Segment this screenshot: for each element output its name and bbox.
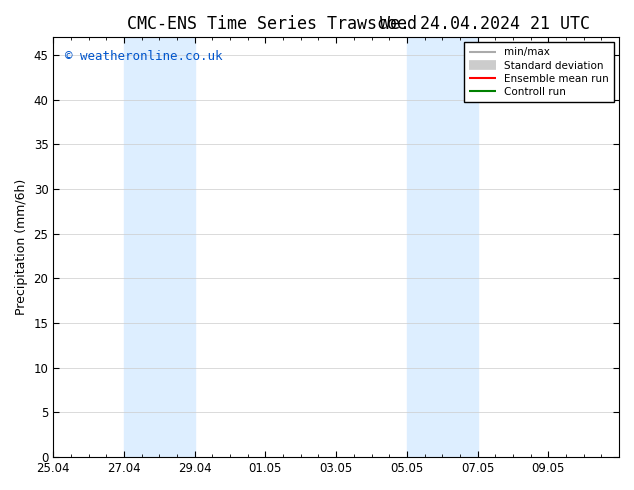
Y-axis label: Precipitation (mm/6h): Precipitation (mm/6h) [15, 179, 28, 315]
Legend: min/max, Standard deviation, Ensemble mean run, Controll run: min/max, Standard deviation, Ensemble me… [464, 42, 614, 102]
Bar [407, 37, 477, 457]
Bar [124, 37, 195, 457]
Text: CMC-ENS Time Series Trawscoed: CMC-ENS Time Series Trawscoed [127, 15, 417, 33]
Text: We. 24.04.2024 21 UTC: We. 24.04.2024 21 UTC [380, 15, 590, 33]
Text: © weatheronline.co.uk: © weatheronline.co.uk [65, 49, 222, 63]
